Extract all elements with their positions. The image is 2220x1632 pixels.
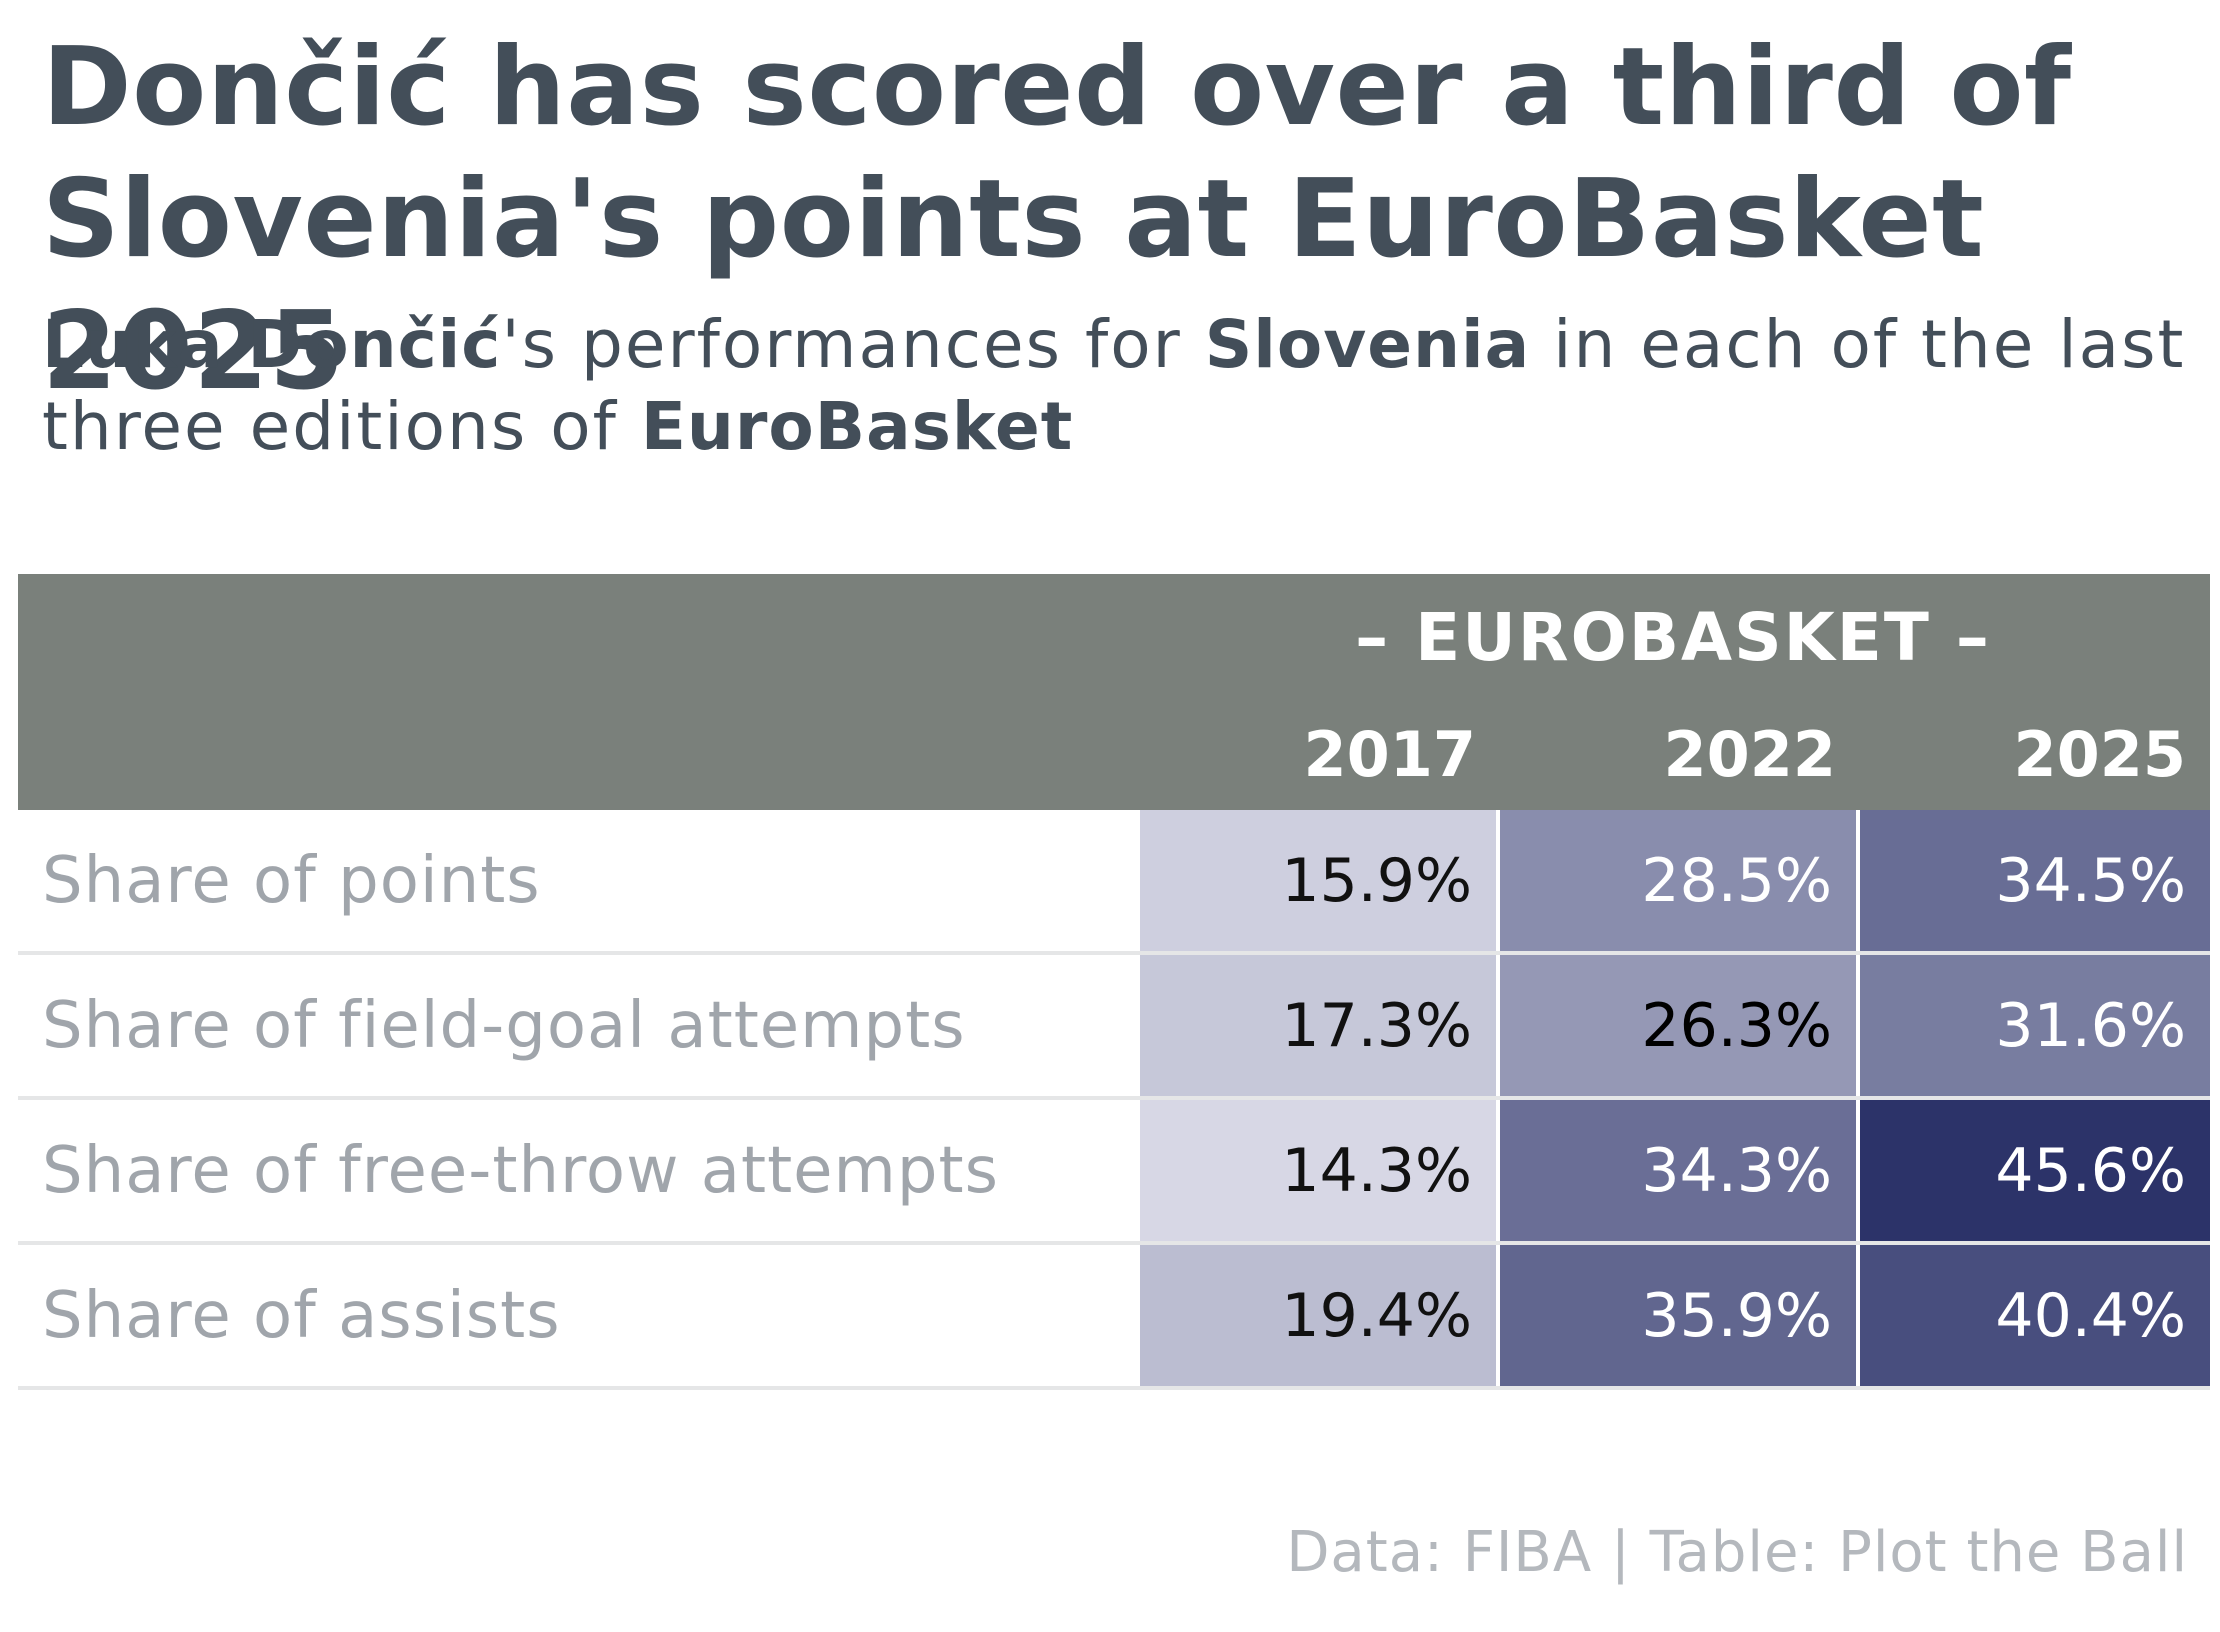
table-row: Share of points 15.9% 28.5% 34.5%	[18, 810, 2210, 955]
subtitle-competition: EuroBasket	[640, 388, 1074, 465]
subtitle-country: Slovenia	[1204, 306, 1531, 383]
table-row: Share of free-throw attempts 14.3% 34.3% 45…	[18, 1100, 2210, 1245]
column-header-2017: 2017	[1303, 717, 1476, 791]
row-label: Share of field-goal attempts	[42, 988, 966, 1063]
stats-table: – EUROBASKET – 2017 2022 2025 Share of p…	[18, 574, 2210, 1390]
table-cell-2025: 31.6%	[1860, 955, 2210, 1096]
row-label: Share of points	[42, 843, 541, 918]
table-cell-2017: 17.3%	[1140, 955, 1496, 1096]
table-cell-2025: 34.5%	[1860, 810, 2210, 951]
table-body: Share of points 15.9% 28.5% 34.5% Share of f…	[18, 810, 2210, 1390]
table-cell-2025: 40.4%	[1860, 1245, 2210, 1386]
subtitle-text-2: in each of the last three editions of	[42, 306, 2186, 465]
subtitle-text-1: 's performances for	[501, 306, 1205, 383]
column-header-2022: 2022	[1663, 717, 1836, 791]
column-spanner: – EUROBASKET –	[1355, 598, 1991, 676]
row-label: Share of free-throw attempts	[42, 1133, 999, 1208]
table-header: – EUROBASKET – 2017 2022 2025	[18, 574, 2210, 810]
table-cell-2022: 26.3%	[1500, 955, 1856, 1096]
source-note: Data: FIBA | Table: Plot the Ball	[1286, 1520, 2188, 1585]
table-cell-2022: 34.3%	[1500, 1100, 1856, 1241]
table-cell-2025: 45.6%	[1860, 1100, 2210, 1241]
row-label: Share of assists	[42, 1278, 561, 1353]
table-row: Share of assists 19.4% 35.9% 40.4%	[18, 1245, 2210, 1390]
column-header-2025: 2025	[2013, 717, 2186, 791]
subtitle-player: Luka Dončić	[42, 306, 502, 383]
table-row: Share of field-goal attempts 17.3% 26.3% 31…	[18, 955, 2210, 1100]
chart-subtitle: Luka Dončić's performances for Slovenia …	[42, 304, 2192, 468]
table-cell-2017: 14.3%	[1140, 1100, 1496, 1241]
table-cell-2022: 35.9%	[1500, 1245, 1856, 1386]
table-cell-2017: 19.4%	[1140, 1245, 1496, 1386]
table-cell-2017: 15.9%	[1140, 810, 1496, 951]
chart-title: Dončić has scored over a third of Sloven…	[42, 25, 2072, 414]
table-cell-2022: 28.5%	[1500, 810, 1856, 951]
